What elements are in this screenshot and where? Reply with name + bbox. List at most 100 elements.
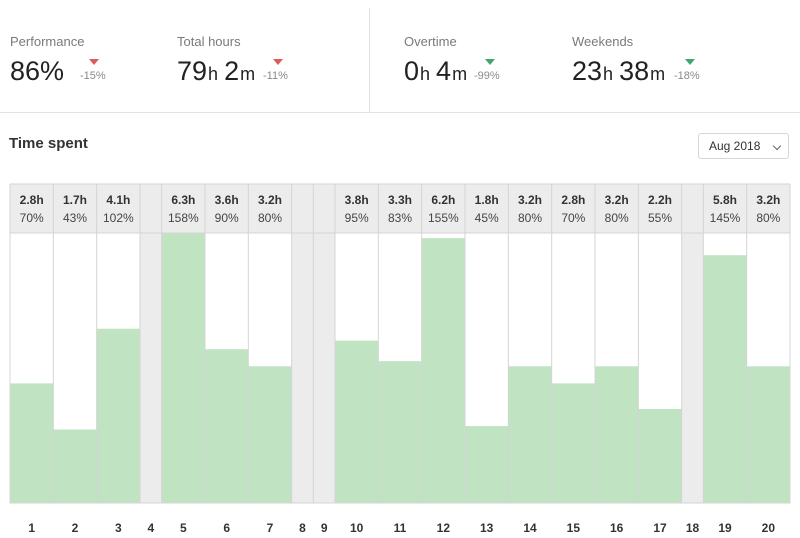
day-header-cell (551, 184, 595, 233)
bar-percent-label: 90% (215, 211, 239, 225)
x-tick-label: 15 (567, 521, 581, 535)
kpi-overtime-label: Overtime (404, 34, 457, 49)
minutes-unit: m (240, 64, 256, 84)
day-header-cell (378, 184, 422, 233)
bar (551, 383, 595, 503)
x-tick-label: 3 (115, 521, 122, 535)
month-select[interactable]: Aug 2018 (698, 133, 789, 159)
bar-hours-label: 6.3h (171, 193, 195, 207)
trend-down-icon (485, 59, 495, 65)
x-tick-label: 5 (180, 521, 187, 535)
overtime-hours: 0 (404, 56, 420, 86)
bar (96, 328, 140, 503)
bar (378, 361, 422, 503)
x-tick-label: 7 (267, 521, 274, 535)
day-header-cell (703, 184, 747, 233)
bar-percent-label: 70% (561, 211, 585, 225)
bar (465, 426, 509, 503)
performance-value: 86% (10, 56, 65, 86)
weekend-column (140, 184, 162, 503)
bar (638, 409, 682, 503)
day-header-cell (465, 184, 509, 233)
day-header-cell (96, 184, 140, 233)
bar-hours-label: 3.3h (388, 193, 412, 207)
bar (595, 366, 639, 503)
x-tick-label: 14 (523, 521, 537, 535)
kpi-overtime: Overtime 0h 4m -99% (404, 34, 500, 86)
day-header-cell (335, 184, 379, 233)
bar-hours-label: 1.7h (63, 193, 87, 207)
bar-percent-label: 95% (345, 211, 369, 225)
x-tick-label: 2 (72, 521, 79, 535)
total-hours-hours: 79 (177, 56, 208, 86)
kpi-summary: Performance 86% -15% Total hours 79h 2m -… (0, 0, 800, 113)
bar (421, 238, 465, 503)
bar-percent-label: 45% (475, 211, 499, 225)
x-tick-label: 17 (653, 521, 667, 535)
bar (205, 349, 249, 503)
day-header-cell (421, 184, 465, 233)
kpi-bottom-divider (0, 112, 800, 113)
trend-down-icon (685, 59, 695, 65)
kpi-weekends-value: 23h 38m (572, 56, 665, 87)
weekends-hours: 23 (572, 56, 603, 86)
bar (703, 255, 747, 503)
x-tick-label: 16 (610, 521, 624, 535)
bar-percent-label: 70% (20, 211, 44, 225)
bar-percent-label: 145% (710, 211, 741, 225)
bar-hours-label: 3.2h (605, 193, 629, 207)
bar (508, 366, 552, 503)
bar-percent-label: 80% (518, 211, 542, 225)
kpi-total-hours: Total hours 79h 2m -11% (177, 34, 288, 86)
day-header-cell (205, 184, 249, 233)
trend-down-icon (273, 59, 283, 65)
kpi-divider (369, 8, 370, 112)
kpi-total-hours-value: 79h 2m (177, 56, 255, 87)
day-header-cell (638, 184, 682, 233)
weekend-column (313, 184, 335, 503)
bar-percent-label: 80% (756, 211, 780, 225)
overtime-minutes: 4 (436, 56, 452, 86)
time-spent-chart: 2.8h 70% 1 1.7h 43% 2 4.1h 102% 3 4 6.3h 158% 5 3.6h 9… (9, 183, 791, 535)
bar-hours-label: 5.8h (713, 193, 737, 207)
bar-percent-label: 83% (388, 211, 412, 225)
bar (746, 366, 790, 503)
kpi-weekends: Weekends 23h 38m -18% (572, 34, 700, 86)
hours-unit: h (208, 64, 219, 84)
weekend-column (291, 184, 314, 503)
minutes-unit: m (650, 64, 666, 84)
x-tick-label: 6 (223, 521, 230, 535)
bar (248, 366, 292, 503)
day-header-cell (10, 184, 54, 233)
day-header-cell (508, 184, 552, 233)
bar-hours-label: 2.2h (648, 193, 672, 207)
total-hours-delta: -11% (263, 70, 288, 82)
bar-hours-label: 3.2h (258, 193, 282, 207)
bar-hours-label: 4.1h (106, 193, 130, 207)
bar-percent-label: 158% (168, 211, 199, 225)
bar-hours-label: 1.8h (475, 193, 499, 207)
minutes-unit: m (452, 64, 468, 84)
bar-percent-label: 80% (258, 211, 282, 225)
bar-hours-label: 3.2h (518, 193, 542, 207)
bar-percent-label: 80% (605, 211, 629, 225)
day-header-cell (161, 184, 205, 233)
overtime-delta: -99% (474, 70, 500, 82)
bar (53, 429, 97, 503)
month-select-value: Aug 2018 (709, 139, 761, 153)
kpi-total-hours-label: Total hours (177, 34, 241, 49)
hours-unit: h (603, 64, 614, 84)
kpi-performance: Performance 86% -15% (10, 34, 106, 86)
trend-down-icon (89, 59, 99, 65)
x-tick-label: 12 (437, 521, 451, 535)
performance-delta: -15% (80, 70, 106, 82)
x-tick-label: 11 (394, 521, 407, 535)
bar (335, 340, 379, 503)
bar-percent-label: 55% (648, 211, 672, 225)
bar-hours-label: 3.6h (215, 193, 239, 207)
x-tick-label: 4 (147, 521, 154, 535)
day-header-cell (746, 184, 790, 233)
day-header-cell (53, 184, 97, 233)
x-tick-label: 10 (350, 521, 364, 535)
bar-hours-label: 2.8h (561, 193, 585, 207)
